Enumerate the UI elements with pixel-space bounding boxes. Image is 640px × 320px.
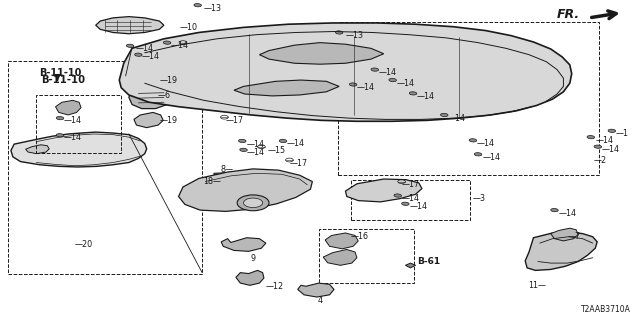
- Text: —14: —14: [246, 148, 265, 156]
- Polygon shape: [405, 263, 415, 268]
- Text: —14: —14: [483, 153, 500, 162]
- Text: B-11-10: B-11-10: [41, 75, 85, 85]
- Ellipse shape: [587, 136, 595, 139]
- Ellipse shape: [608, 129, 616, 132]
- Text: FR.: FR.: [557, 8, 580, 21]
- Text: —14: —14: [447, 114, 465, 123]
- Circle shape: [237, 195, 269, 211]
- Polygon shape: [11, 132, 147, 167]
- Ellipse shape: [469, 139, 477, 142]
- Text: —14: —14: [170, 41, 188, 50]
- Polygon shape: [56, 100, 81, 115]
- Bar: [8, 61, 202, 274]
- Polygon shape: [179, 169, 312, 212]
- Text: —20: —20: [75, 240, 93, 249]
- Ellipse shape: [410, 92, 417, 95]
- Polygon shape: [346, 179, 422, 202]
- Text: —2: —2: [594, 156, 607, 164]
- Text: —14: —14: [409, 203, 428, 212]
- Ellipse shape: [194, 4, 202, 7]
- Ellipse shape: [239, 139, 246, 143]
- Polygon shape: [259, 43, 384, 64]
- Polygon shape: [550, 228, 578, 241]
- Text: —14: —14: [64, 133, 82, 142]
- Text: —14: —14: [401, 194, 420, 203]
- Text: —6: —6: [157, 92, 170, 100]
- Text: —16: —16: [351, 232, 369, 241]
- Text: —14: —14: [246, 140, 265, 148]
- Ellipse shape: [163, 41, 171, 44]
- Text: —14: —14: [595, 136, 613, 145]
- Ellipse shape: [279, 139, 287, 143]
- Text: —13: —13: [204, 4, 222, 13]
- Ellipse shape: [134, 53, 142, 56]
- Text: —14: —14: [379, 68, 397, 77]
- Ellipse shape: [389, 78, 396, 82]
- Ellipse shape: [335, 31, 343, 34]
- Text: 11—: 11—: [528, 281, 546, 290]
- Text: —14: —14: [135, 44, 153, 53]
- Text: —19: —19: [159, 116, 177, 125]
- Text: T2AAB3710A: T2AAB3710A: [581, 305, 631, 314]
- Polygon shape: [221, 238, 266, 252]
- Polygon shape: [323, 250, 357, 265]
- Bar: [319, 229, 414, 283]
- Text: —17: —17: [289, 159, 308, 168]
- Ellipse shape: [56, 116, 64, 120]
- Ellipse shape: [551, 209, 558, 212]
- Text: 8—: 8—: [221, 165, 234, 174]
- Text: —13: —13: [346, 31, 364, 40]
- Polygon shape: [236, 270, 264, 285]
- Ellipse shape: [402, 202, 409, 205]
- Bar: [36, 95, 121, 153]
- Text: —14: —14: [396, 79, 415, 88]
- Polygon shape: [26, 145, 49, 154]
- Polygon shape: [298, 283, 334, 297]
- Text: —14: —14: [357, 83, 375, 92]
- Polygon shape: [96, 17, 164, 34]
- Ellipse shape: [371, 68, 378, 71]
- Text: 9: 9: [250, 253, 255, 263]
- Text: —7: —7: [567, 232, 580, 241]
- Text: —17: —17: [401, 180, 420, 189]
- Ellipse shape: [240, 148, 247, 151]
- Text: B-61: B-61: [417, 257, 440, 266]
- Polygon shape: [325, 233, 358, 249]
- Text: 18—: 18—: [204, 177, 221, 186]
- Text: —3: —3: [473, 194, 486, 203]
- Text: 4: 4: [317, 296, 323, 305]
- Text: —14: —14: [602, 145, 620, 154]
- Bar: [351, 180, 470, 220]
- Text: —15: —15: [268, 146, 286, 155]
- Text: —14: —14: [476, 139, 494, 148]
- Text: B-11-10: B-11-10: [40, 68, 82, 78]
- Text: —14: —14: [287, 139, 305, 148]
- Polygon shape: [214, 173, 284, 185]
- Text: —14: —14: [417, 92, 435, 101]
- Circle shape: [244, 198, 262, 208]
- Text: —1: —1: [616, 129, 628, 138]
- Polygon shape: [119, 23, 572, 121]
- Text: —19: —19: [159, 76, 177, 84]
- Ellipse shape: [349, 83, 357, 86]
- Ellipse shape: [440, 113, 448, 116]
- Bar: [338, 22, 599, 175]
- Ellipse shape: [56, 134, 64, 137]
- Ellipse shape: [394, 194, 401, 197]
- Polygon shape: [525, 232, 597, 270]
- Ellipse shape: [594, 145, 602, 148]
- Text: —12: —12: [266, 282, 284, 291]
- Text: —17: —17: [226, 116, 244, 125]
- Ellipse shape: [474, 153, 482, 156]
- Text: —14: —14: [559, 209, 577, 218]
- Text: —14: —14: [141, 52, 159, 61]
- Polygon shape: [134, 74, 162, 88]
- Text: —10: —10: [180, 23, 198, 32]
- Text: —14: —14: [64, 116, 82, 125]
- Ellipse shape: [126, 44, 134, 47]
- Polygon shape: [129, 88, 172, 108]
- Polygon shape: [234, 80, 339, 96]
- Polygon shape: [134, 112, 163, 128]
